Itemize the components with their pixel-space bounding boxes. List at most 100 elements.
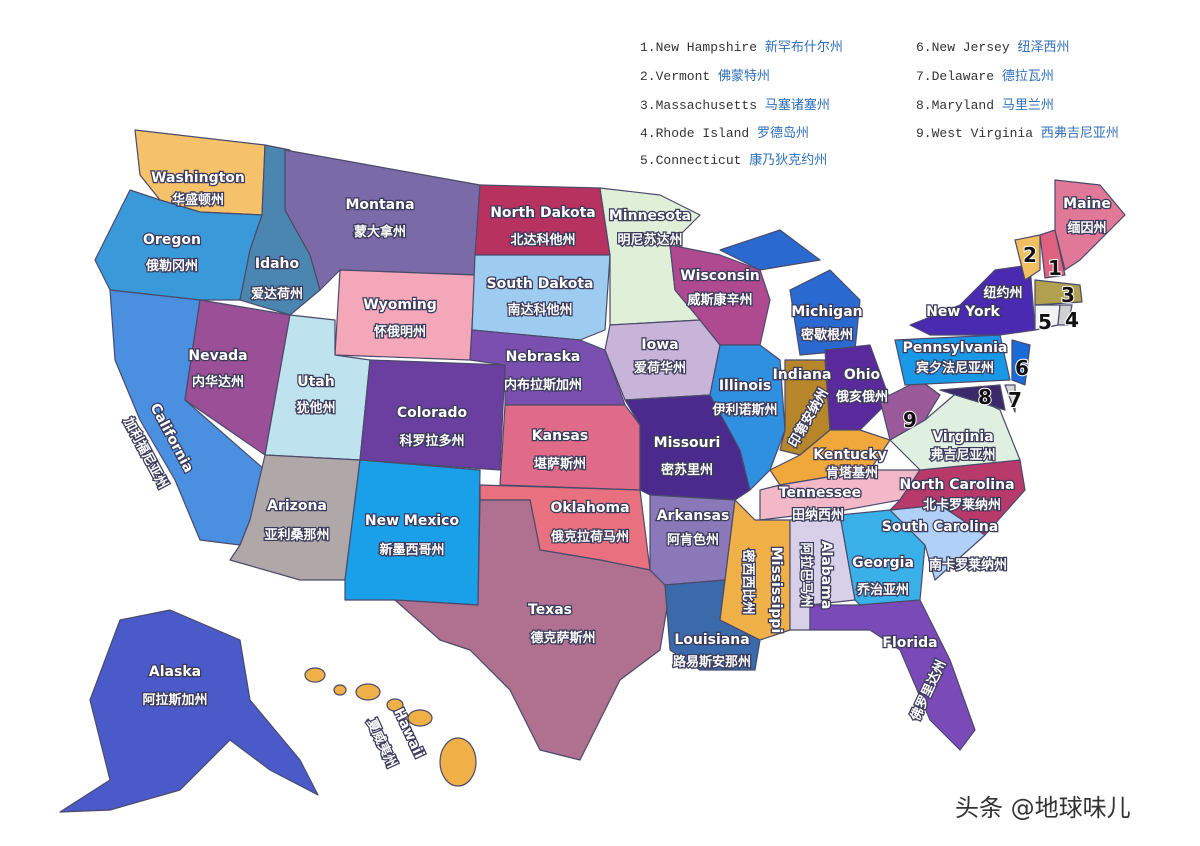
state-state-3[interactable] [1034,279,1083,306]
state-hawaii-island[interactable] [407,709,433,727]
state-new-mexico[interactable] [344,459,481,606]
state-wyoming[interactable] [334,269,476,361]
legend-item: 7.Delaware 德拉瓦州 [916,69,1054,84]
label-zh-oklahoma: 俄克拉荷马州 [550,529,629,545]
label-zh-north-carolina: 北卡罗莱纳州 [923,497,1001,513]
state-new-york[interactable] [909,264,1036,336]
label-zh-mississippi: 密西西比州 [740,548,756,614]
label-zh-pennsylvania: 宾夕法尼亚州 [916,360,994,376]
label-number-8: 8 [978,385,992,409]
state-state-7[interactable] [1004,384,1016,413]
label-zh-south-carolina: 南卡罗莱纳州 [929,557,1007,573]
label-nevada: Nevada [188,348,247,364]
label-zh-texas: 德克萨斯州 [530,630,595,646]
label-alabama: Alabama [818,541,834,610]
state-state-6[interactable] [1011,339,1031,386]
label-arizona: Arizona [267,498,327,514]
label-texas: Texas [528,602,572,618]
legend-item: 8.Maryland 马里兰州 [916,98,1054,113]
state-state-8[interactable] [939,384,1006,411]
label-maine: Maine [1063,196,1111,212]
label-zh-ohio: 俄亥俄州 [835,389,888,405]
label-zh-utah: 犹他州 [296,400,335,416]
label-zh-maine: 缅因州 [1067,220,1106,236]
label-north-carolina: North Carolina [899,477,1014,493]
label-idaho: Idaho [255,256,300,272]
state-maine[interactable] [1054,179,1126,271]
state-hawaii-island[interactable] [386,698,404,712]
state-hawaii-island[interactable] [333,684,347,696]
state-alaska[interactable] [59,609,319,813]
state-state-1[interactable] [1039,229,1066,279]
label-new-mexico: New Mexico [365,513,460,529]
label-zh-nevada: 内华达州 [192,374,244,390]
label-zh-oregon: 俄勒冈州 [145,258,198,274]
label-zh-idaho: 爱达荷州 [251,286,303,302]
label-zh-wyoming: 怀俄明州 [374,324,426,340]
label-zh-north-dakota: 北达科他州 [510,232,575,248]
label-louisiana: Louisiana [674,632,749,648]
state-florida[interactable] [809,599,976,751]
state-hawaii-island[interactable] [304,667,326,683]
state-montana[interactable] [284,149,481,291]
label-zh-arizona: 亚利桑那州 [264,527,329,543]
label-zh-louisiana: 路易斯安那州 [673,654,751,670]
label-number-4: 4 [1065,308,1079,332]
label-zh-georgia: 乔治亚州 [856,582,909,598]
label-oregon: Oregon [143,232,201,248]
label-nebraska: Nebraska [506,349,581,365]
label-number-2: 2 [1023,243,1037,267]
state-state-2[interactable] [1014,234,1041,281]
state-iowa[interactable] [604,319,721,401]
label-zh-washington: 华盛顿州 [172,192,224,208]
state-state-4[interactable] [1057,304,1073,326]
state-michigan[interactable] [789,269,861,356]
label-alaska: Alaska [149,664,201,680]
state-texas[interactable] [394,499,671,761]
label-kansas: Kansas [532,428,588,444]
label-mississippi: Mississippi [768,547,784,634]
label-zh-wisconsin: 威斯康辛州 [687,292,752,308]
state-pennsylvania[interactable] [894,334,1011,386]
state-kansas[interactable] [499,404,641,491]
label-utah: Utah [297,374,334,390]
label-zh-minnesota: 明尼苏达州 [617,232,682,248]
state-south-dakota[interactable] [471,254,611,341]
label-illinois: Illinois [719,378,771,394]
label-arkansas: Arkansas [657,508,730,524]
label-new-york: New York [926,304,1000,320]
label-pennsylvania: Pennsylvania [903,340,1008,356]
label-number-9: 9 [903,408,917,432]
label-zh-michigan: 密歇根州 [800,327,853,343]
label-zh-alaska: 阿拉斯加州 [142,692,207,708]
label-zh-illinois: 伊利诺斯州 [711,402,777,418]
label-montana: Montana [345,197,414,213]
state-ohio[interactable] [824,344,891,431]
label-zh-montana: 蒙大拿州 [354,224,406,240]
legend-item: 6.New Jersey 纽泽西州 [916,40,1070,55]
label-tennessee: Tennessee [779,485,861,501]
label-michigan: Michigan [791,304,862,320]
state-hawaii-island[interactable] [355,683,381,701]
state-hawaii-island[interactable] [439,737,477,787]
label-number-7: 7 [1008,388,1022,412]
label-zh-nebraska: 内布拉斯加州 [504,377,582,393]
label-south-dakota: South Dakota [487,276,594,292]
label-number-1: 1 [1048,256,1062,280]
legend-item: 9.West Virginia 西弗吉尼亚州 [916,126,1119,141]
label-wyoming: Wyoming [363,297,437,313]
legend-item: 1.New Hampshire 新罕布什尔州 [640,40,843,55]
label-zh-kentucky: 肯塔基州 [826,465,878,481]
label-zh-alabama: 阿拉巴马州 [798,542,814,607]
label-zh-south-dakota: 南达科他州 [507,302,572,318]
label-zh-new-mexico: 新墨西哥州 [379,542,444,558]
label-zh-virginia: 弗吉尼亚州 [930,447,995,463]
state-michigan-upper[interactable] [719,229,821,271]
label-zh-arkansas: 阿肯色州 [667,532,719,548]
legend-item: 2.Vermont 佛蒙特州 [640,69,771,84]
label-north-dakota: North Dakota [490,205,596,221]
label-oklahoma: Oklahoma [550,500,629,516]
label-zh-tennessee: 田纳西州 [792,507,844,523]
state-colorado[interactable] [359,359,506,471]
